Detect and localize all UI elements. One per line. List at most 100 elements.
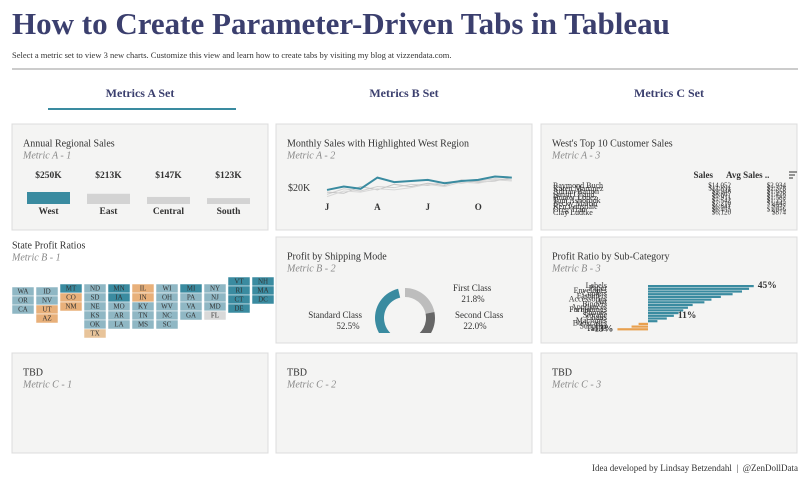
state-label: WV xyxy=(161,303,173,311)
sales: $7,911 xyxy=(712,194,731,202)
customer-name: Tom Ashbrook xyxy=(553,196,601,205)
category-label: Fasteners xyxy=(577,292,607,301)
sales: $6,841 xyxy=(712,203,732,211)
state-label: CA xyxy=(18,306,28,314)
category-label: Chairs xyxy=(586,313,607,322)
panel-background xyxy=(540,352,798,454)
panel-subtitle: Metric A - 3 xyxy=(551,150,600,161)
state-label: MS xyxy=(138,321,148,329)
bar xyxy=(638,322,648,325)
avg-sales: $1,076 xyxy=(767,206,787,214)
state-label: MA xyxy=(257,287,268,295)
state-label: NE xyxy=(90,303,99,311)
bar xyxy=(631,325,648,328)
state-label: LA xyxy=(114,321,123,329)
avg-sales: $1,442 xyxy=(767,200,787,208)
panel-subtitle: Metric B - 2 xyxy=(286,263,336,274)
panel-background xyxy=(275,236,533,344)
category-label: Binders xyxy=(582,300,607,309)
segment-name: Second Class xyxy=(455,310,504,320)
bar xyxy=(648,320,658,323)
panel-title: Profit by Shipping Mode xyxy=(287,251,387,262)
category-label: Tables xyxy=(586,324,607,333)
state-label: NH xyxy=(258,278,268,286)
state-label: OH xyxy=(162,294,172,302)
customer-name: Becky Martin xyxy=(553,199,597,208)
state-label: DC xyxy=(258,296,268,304)
state-label: NC xyxy=(162,312,172,320)
x-tick-label: J xyxy=(426,202,431,212)
state-label: ID xyxy=(43,288,50,296)
state-label: SC xyxy=(163,321,172,329)
category-label: Bookcases xyxy=(573,319,607,328)
state-label: UT xyxy=(42,306,52,314)
value-label: $123K xyxy=(215,170,242,181)
sales: $6,120 xyxy=(712,209,732,217)
state-tile xyxy=(59,301,83,312)
column-header: Avg Sales .. xyxy=(726,170,769,180)
value-label: -13% xyxy=(591,324,613,334)
state-label: IL xyxy=(140,285,147,293)
category-label: Accessories xyxy=(569,294,607,303)
avg-sales: $2,378 xyxy=(767,185,787,193)
panel-subtitle: Metric C - 3 xyxy=(551,379,601,390)
category-label: West xyxy=(38,207,59,217)
tab[interactable]: Metrics C Set xyxy=(634,86,704,100)
state-label: VA xyxy=(186,303,195,311)
segment-value: 52.5% xyxy=(336,321,360,331)
state-label: VT xyxy=(234,278,244,286)
donut xyxy=(374,288,435,333)
state-label: MO xyxy=(113,303,124,311)
state-tile xyxy=(107,319,131,330)
bar xyxy=(648,314,674,317)
tab[interactable]: Metrics A Set xyxy=(106,86,175,100)
panel-subtitle: Metric A - 2 xyxy=(286,150,335,161)
panel-background xyxy=(540,236,798,344)
y-tick-label: $20K xyxy=(288,183,311,194)
panel-background xyxy=(275,352,533,454)
category-label: Paper xyxy=(589,284,608,293)
state-label: TN xyxy=(138,312,147,320)
avg-sales: $1,658 xyxy=(767,188,787,196)
state-label: MN xyxy=(113,285,124,293)
state-label: MD xyxy=(209,303,220,311)
bar xyxy=(648,293,733,296)
segment-name: First Class xyxy=(453,283,492,293)
state-label: NJ xyxy=(211,294,219,302)
value-label: 45% xyxy=(758,281,777,291)
page-title: How to Create Parameter-Driven Tabs in T… xyxy=(12,6,670,41)
state-label: MI xyxy=(187,285,196,293)
panel-subtitle: Metric C - 1 xyxy=(22,379,72,390)
sales: $14,052 xyxy=(708,182,731,190)
avg-sales: $1,582 xyxy=(767,194,787,202)
panel-title: TBD xyxy=(287,367,307,378)
category-label: East xyxy=(100,207,119,217)
x-tick-label: J xyxy=(325,202,330,212)
x-tick-label: A xyxy=(374,202,381,212)
state-label: OR xyxy=(18,297,28,305)
panel-background xyxy=(11,352,269,454)
category-label: Labels xyxy=(586,281,607,290)
state-label: AR xyxy=(114,312,124,320)
segment-value: 22.0% xyxy=(463,321,487,331)
panel-subtitle: Metric A - 1 xyxy=(22,150,71,161)
sales: $7,210 xyxy=(712,200,732,208)
state-label: IA xyxy=(115,294,122,302)
column-header: Sales xyxy=(693,170,713,180)
customer-name: Adrian Barton xyxy=(553,187,599,196)
bar xyxy=(147,196,190,204)
tab[interactable]: Metrics B Set xyxy=(369,86,438,100)
panel-background xyxy=(11,123,269,231)
avg-sales: $2,934 xyxy=(767,182,787,190)
panel-title: Profit Ratio by Sub-Category xyxy=(552,251,670,262)
value-label: $147K xyxy=(155,170,182,181)
state-label: CO xyxy=(66,294,76,302)
category-label: South xyxy=(217,207,241,217)
category-label: Furnishings xyxy=(569,305,607,314)
value-label: 11% xyxy=(678,311,696,321)
bar xyxy=(648,317,667,320)
panel: Monthly Sales with Highlighted West Regi… xyxy=(275,123,533,231)
panel-background xyxy=(540,123,798,231)
